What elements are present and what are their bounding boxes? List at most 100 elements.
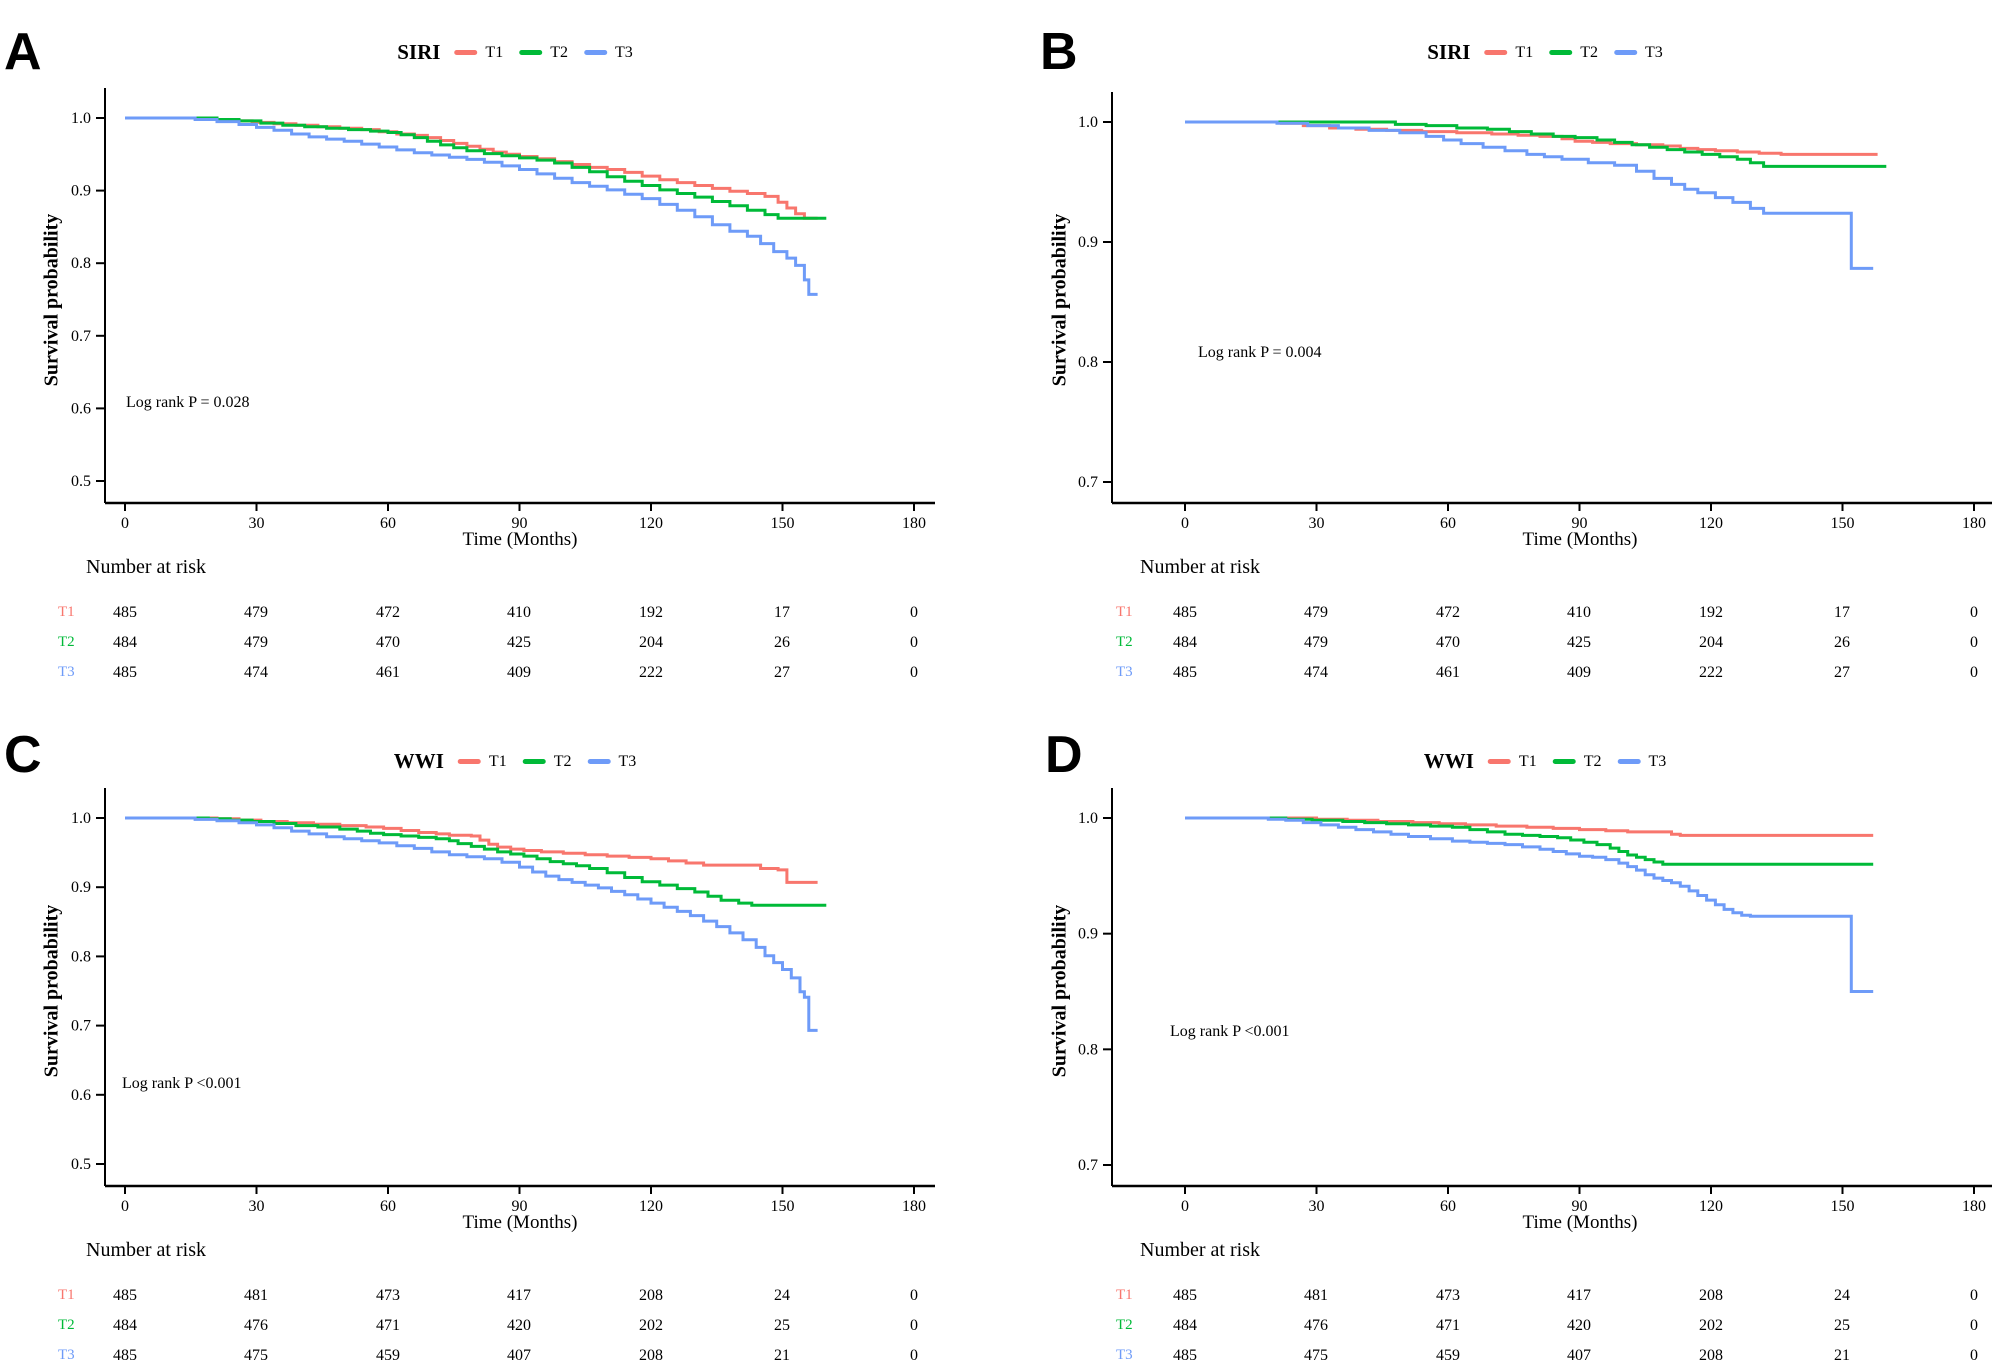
risk-value: 476 bbox=[1304, 1317, 1328, 1334]
y-tick-label: 0.7 bbox=[1078, 1157, 1098, 1174]
risk-value: 484 bbox=[1173, 1317, 1197, 1334]
risk-value: 0 bbox=[1970, 634, 1978, 651]
legend-entry-t2: T2 bbox=[1549, 44, 1598, 62]
survival-curve-t2 bbox=[125, 116, 827, 220]
risk-value: 24 bbox=[774, 1287, 790, 1304]
legend-entry-t1: T1 bbox=[1487, 752, 1537, 771]
legend-swatch-t3 bbox=[583, 50, 607, 55]
legend-entry-t1: T1 bbox=[1484, 44, 1533, 62]
legend-swatch-t2 bbox=[1552, 759, 1576, 764]
y-axis-label: Survival probability bbox=[40, 904, 63, 1078]
legend-items: T1 T2 T3 bbox=[1487, 752, 1667, 771]
risk-value: 17 bbox=[1834, 604, 1850, 621]
risk-value: 420 bbox=[507, 1317, 531, 1334]
x-tick-label: 120 bbox=[1699, 515, 1723, 532]
risk-row-label-t2: T2 bbox=[58, 1317, 75, 1333]
km-plot: 0 30 60 90 120 150 180 1.0 0.9 0.8 0.7 bbox=[1078, 92, 1992, 532]
legend-title: SIRI bbox=[1427, 40, 1471, 64]
risk-value: 484 bbox=[113, 1317, 137, 1334]
risk-value: 21 bbox=[1834, 1347, 1850, 1364]
risk-row-label-t1: T1 bbox=[58, 604, 75, 620]
legend-label-t3: T3 bbox=[1648, 752, 1667, 770]
panel-B: B SIRI T1 T2 T3 0 30 60 90 120 150 180 1.0 0.9 0.8 0… bbox=[1000, 0, 2000, 683]
survival-curve-t1 bbox=[1185, 120, 1878, 156]
x-axis-label: Time (Months) bbox=[462, 529, 578, 550]
y-tick-label: 0.9 bbox=[71, 183, 91, 200]
panel-letter: A bbox=[4, 23, 42, 81]
risk-value: 473 bbox=[1436, 1287, 1460, 1304]
risk-row-label-t2: T2 bbox=[1116, 1317, 1133, 1333]
legend-swatch-t2 bbox=[522, 759, 546, 764]
risk-row-label-t1: T1 bbox=[58, 1287, 75, 1303]
risk-row-label-t3: T3 bbox=[1116, 664, 1133, 680]
risk-value: 471 bbox=[376, 1317, 400, 1334]
panel-letter: B bbox=[1040, 23, 1078, 81]
number-at-risk-title: Number at risk bbox=[86, 1239, 206, 1261]
risk-value: 0 bbox=[1970, 1287, 1978, 1304]
risk-row-label-t3: T3 bbox=[58, 664, 75, 680]
panel-D: D WWI T1 T2 T3 0 30 60 90 120 150 180 1.0 0.9 0.8 0.… bbox=[1000, 683, 2000, 1366]
x-tick-label: 180 bbox=[902, 1198, 926, 1215]
y-tick-label: 0.9 bbox=[1078, 926, 1098, 943]
risk-value: 222 bbox=[639, 664, 663, 681]
log-rank-p-value: Log rank P <0.001 bbox=[1170, 1023, 1290, 1040]
y-tick-label: 0.5 bbox=[71, 1156, 91, 1173]
x-tick-label: 0 bbox=[1181, 515, 1189, 532]
risk-value: 474 bbox=[244, 664, 268, 681]
x-axis-label: Time (Months) bbox=[462, 1212, 578, 1233]
x-tick-label: 180 bbox=[902, 515, 926, 532]
legend-swatch-t3 bbox=[587, 759, 611, 764]
risk-value: 470 bbox=[1436, 634, 1460, 651]
y-tick-label: 0.7 bbox=[71, 328, 91, 345]
panel-A: A SIRI T1 T2 T3 0 30 60 90 120 150 180 1.0 0.9 0.8 0… bbox=[0, 0, 1000, 683]
y-tick-label: 0.5 bbox=[71, 473, 91, 490]
risk-value: 0 bbox=[910, 634, 918, 651]
y-tick-label: 0.8 bbox=[71, 948, 91, 965]
survival-curve-t3 bbox=[125, 116, 818, 296]
risk-value: 208 bbox=[639, 1347, 663, 1364]
survival-curve-t1 bbox=[125, 816, 818, 884]
y-tick-label: 0.9 bbox=[1078, 234, 1098, 251]
x-tick-label: 120 bbox=[639, 1198, 663, 1215]
legend-swatch-t3 bbox=[1617, 759, 1641, 764]
risk-value: 0 bbox=[910, 604, 918, 621]
legend-label-t2: T2 bbox=[550, 43, 568, 61]
risk-value: 472 bbox=[1436, 604, 1460, 621]
risk-value: 222 bbox=[1699, 664, 1723, 681]
risk-value: 475 bbox=[1304, 1347, 1328, 1364]
survival-curve-t2 bbox=[1185, 816, 1874, 866]
risk-row-label-t2: T2 bbox=[1116, 634, 1133, 650]
risk-value: 27 bbox=[774, 664, 790, 681]
risk-value: 459 bbox=[376, 1347, 400, 1364]
x-tick-label: 150 bbox=[1830, 515, 1854, 532]
legend-entry-t1: T1 bbox=[454, 44, 503, 62]
legend: SIRI T1 T2 T3 bbox=[397, 40, 633, 65]
y-tick-label: 0.7 bbox=[71, 1018, 91, 1035]
risk-value: 472 bbox=[376, 604, 400, 621]
risk-value: 204 bbox=[639, 634, 663, 651]
legend-swatch-t1 bbox=[454, 50, 478, 55]
risk-value: 409 bbox=[1567, 664, 1591, 681]
legend-label-t3: T3 bbox=[614, 43, 633, 61]
legend-label-t2: T2 bbox=[553, 752, 572, 770]
risk-value: 479 bbox=[244, 604, 268, 621]
legend-label-t1: T1 bbox=[1518, 752, 1537, 770]
y-tick-label: 1.0 bbox=[71, 110, 91, 127]
log-rank-p-value: Log rank P = 0.004 bbox=[1198, 344, 1322, 361]
legend-entry-t3: T3 bbox=[583, 43, 633, 62]
risk-value: 208 bbox=[639, 1287, 663, 1304]
km-plot: 0 30 60 90 120 150 180 1.0 0.9 0.8 0.7 bbox=[1078, 788, 1992, 1215]
risk-row-label-t3: T3 bbox=[1116, 1347, 1133, 1363]
risk-value: 485 bbox=[113, 664, 137, 681]
risk-value: 420 bbox=[1567, 1317, 1591, 1334]
legend-swatch-t3 bbox=[1613, 50, 1637, 55]
legend-entry-t1: T1 bbox=[457, 753, 507, 771]
risk-value: 485 bbox=[113, 604, 137, 621]
x-tick-label: 60 bbox=[1440, 1198, 1456, 1215]
risk-value: 461 bbox=[1436, 664, 1460, 681]
risk-value: 192 bbox=[1699, 604, 1723, 621]
risk-value: 407 bbox=[1567, 1347, 1591, 1364]
log-rank-p-value: Log rank P <0.001 bbox=[122, 1075, 242, 1092]
risk-value: 479 bbox=[1304, 604, 1328, 621]
risk-value: 192 bbox=[639, 604, 663, 621]
